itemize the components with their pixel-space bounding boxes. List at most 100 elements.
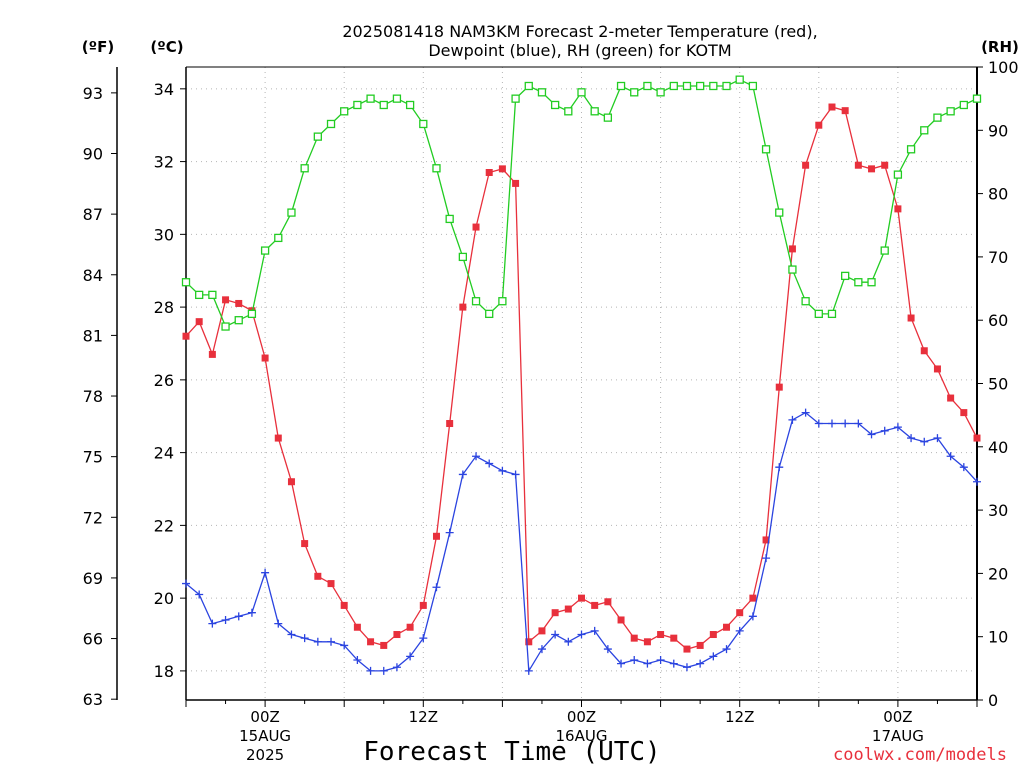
dewpoint-point [182, 579, 190, 588]
dewpoint-point [472, 452, 481, 461]
chart-axes [111, 66, 983, 707]
rh-line [185, 78, 978, 328]
dewpoint-point [801, 408, 810, 417]
rh-point [616, 81, 626, 91]
dewpoint-point [551, 630, 560, 639]
c-tick-label: 30 [154, 225, 174, 244]
c-tick-label: 34 [154, 80, 174, 99]
tick-labels: 93 90 87 84 81 78 75 72 69 66 63 34 32 30 28 26 24 22 20 18… [83, 58, 1019, 764]
rh-point [933, 113, 942, 122]
dewpoint-point [274, 619, 283, 628]
dewpoint-point [893, 423, 902, 432]
dewpoint-point [261, 568, 270, 577]
rh-point [906, 145, 916, 154]
rh-point [550, 100, 560, 110]
f-tick-label: 72 [83, 508, 103, 527]
c-tick-label: 22 [154, 516, 174, 535]
temperature-point [670, 634, 678, 642]
dewpoint-point [327, 637, 336, 646]
temperature-point [749, 594, 757, 602]
rh-point [590, 107, 599, 116]
f-tick-label: 78 [83, 387, 103, 406]
rh-point [247, 309, 257, 319]
temperature-point [854, 161, 862, 169]
temperature-point [195, 318, 203, 326]
temperature-point [472, 223, 480, 231]
dewpoint-point [287, 630, 296, 639]
rh-point [880, 246, 889, 255]
temperature-point [459, 303, 467, 311]
dewpoint-point [603, 645, 612, 654]
dewpoint-point [221, 615, 230, 624]
temperature-point [802, 161, 810, 169]
temperature-point [564, 605, 572, 613]
temperature-point [881, 161, 889, 169]
temperature-point [301, 540, 309, 548]
dewpoint-point [867, 430, 876, 439]
temperature-point [736, 609, 744, 617]
dewpoint-point [524, 666, 533, 675]
rh-tick-label: 0 [988, 691, 998, 710]
temperature-point [973, 434, 981, 442]
rh-unit-label: (RH) [981, 38, 1019, 56]
rh-point [326, 119, 336, 129]
dewpoint-point [458, 470, 467, 479]
rh-tick-label: 20 [988, 564, 1008, 583]
rh-point [735, 75, 744, 84]
dewpoint-point [827, 419, 836, 428]
rh-point [181, 278, 191, 287]
dewpoint-point [973, 477, 981, 486]
chart-title-line2: Dewpoint (blue), RH (green) for KOTM [428, 41, 731, 60]
dewpoint-point [590, 626, 599, 635]
dewpoint-point [933, 434, 942, 443]
rh-point [208, 290, 217, 300]
temperature-point [933, 365, 941, 373]
rh-point [353, 100, 362, 110]
f-tick-label: 87 [83, 205, 103, 224]
rh-point [195, 290, 204, 300]
rh-point [643, 81, 652, 91]
x-axis-label: Forecast Time (UTC) [363, 737, 660, 767]
x-tick-label: 00Z [567, 708, 596, 726]
f-tick-label: 84 [83, 266, 103, 285]
temperature-point [419, 601, 427, 609]
rh-point [524, 81, 533, 91]
temperature-point [485, 169, 493, 176]
chart-title-line1: 2025081418 NAM3KM Forecast 2-meter Tempe… [342, 22, 817, 41]
temperature-point [591, 601, 599, 609]
x-tick-date: 15AUG [239, 727, 291, 745]
c-tick-label: 26 [154, 371, 174, 390]
rh-tick-label: 40 [988, 438, 1008, 457]
temperature-point [947, 394, 955, 402]
rh-tick-label: 30 [988, 501, 1008, 520]
dewpoint-point [511, 470, 520, 479]
rh-point [485, 309, 494, 319]
rh-point [221, 322, 230, 331]
rh-point [340, 107, 349, 116]
x-tick-date: 17AUG [872, 727, 924, 745]
temperature-point [551, 609, 559, 617]
dewpoint-point [630, 655, 639, 664]
dewpoint-point [762, 554, 771, 563]
dewpoint-point [577, 630, 586, 639]
f-tick-label: 81 [83, 326, 103, 345]
temperature-point [525, 638, 533, 646]
temperature-point [841, 107, 849, 115]
temperature-point [327, 580, 335, 588]
rh-point [366, 94, 375, 103]
temperature-point [709, 631, 717, 639]
temperature-point [920, 347, 928, 355]
dewpoint-point [748, 612, 757, 621]
celsius-unit-label: (ºC) [150, 38, 183, 56]
dewpoint-point [432, 583, 441, 592]
rh-point [827, 309, 837, 319]
dewpoint-point [907, 434, 916, 443]
temperature-point [960, 409, 968, 417]
dewpoint-point [946, 452, 955, 461]
rh-point [445, 214, 454, 224]
dewpoint-point [709, 652, 718, 661]
c-tick-label: 32 [154, 153, 174, 172]
data-series [181, 75, 982, 675]
temperature-point [762, 536, 770, 544]
